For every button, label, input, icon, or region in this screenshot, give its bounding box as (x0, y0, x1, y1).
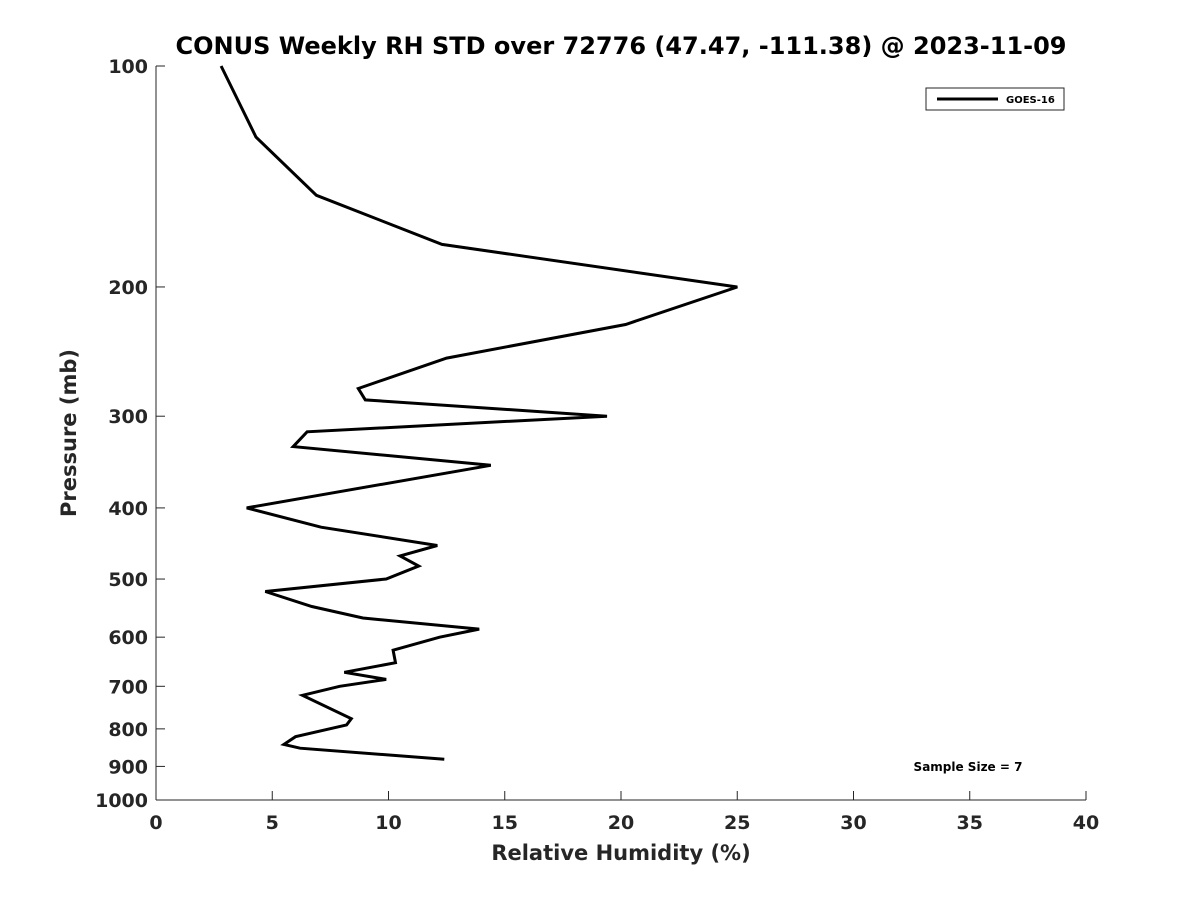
legend-label: GOES-16 (1006, 95, 1055, 106)
x-tick-label: 15 (492, 812, 518, 834)
x-tick-label: 0 (149, 812, 162, 834)
x-axis-label: Relative Humidity (%) (491, 841, 750, 865)
legend: GOES-16 (925, 87, 1065, 111)
y-tick-label: 300 (108, 406, 148, 428)
series-line-goes-16 (219, 65, 738, 761)
y-tick-label: 200 (108, 277, 148, 299)
y-tick-label: 600 (108, 627, 148, 649)
y-axis-ticks: 100 200 300 400 500 600 700 800 900 1000 (95, 56, 165, 812)
x-tick-label: 30 (840, 812, 866, 834)
x-axis-ticks: 0 5 10 15 20 25 30 35 40 (149, 791, 1099, 834)
x-tick-label: 20 (608, 812, 634, 834)
x-tick-label: 35 (957, 812, 983, 834)
y-tick-label: 700 (108, 676, 148, 698)
y-tick-label: 400 (108, 498, 148, 520)
x-tick-label: 25 (724, 812, 750, 834)
y-tick-label: 100 (108, 56, 148, 78)
x-tick-label: 10 (375, 812, 401, 834)
y-tick-label: 500 (108, 569, 148, 591)
x-tick-label: 40 (1073, 812, 1099, 834)
chart-title: CONUS Weekly RH STD over 72776 (47.47, -… (175, 32, 1066, 60)
sample-size-annotation: Sample Size = 7 (914, 760, 1023, 774)
y-tick-label: 1000 (95, 790, 148, 812)
y-tick-label: 900 (108, 756, 148, 778)
y-tick-label: 800 (108, 719, 148, 741)
series-layer (219, 65, 738, 761)
x-tick-label: 5 (266, 812, 279, 834)
y-axis-label: Pressure (mb) (57, 349, 81, 517)
